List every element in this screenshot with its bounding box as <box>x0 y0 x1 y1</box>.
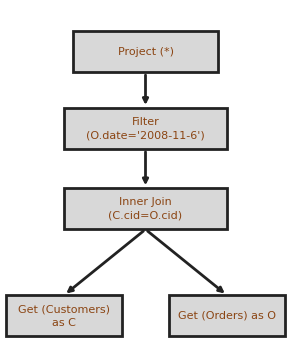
FancyBboxPatch shape <box>73 31 218 72</box>
FancyBboxPatch shape <box>64 108 227 149</box>
FancyBboxPatch shape <box>6 296 122 336</box>
Text: Project (*): Project (*) <box>118 47 173 57</box>
Text: Filter
(O.date='2008-11-6'): Filter (O.date='2008-11-6') <box>86 117 205 140</box>
FancyBboxPatch shape <box>64 188 227 230</box>
FancyBboxPatch shape <box>169 296 285 336</box>
Text: Get (Orders) as O: Get (Orders) as O <box>178 311 276 321</box>
Text: Get (Customers)
as C: Get (Customers) as C <box>18 305 110 327</box>
Text: Inner Join
(C.cid=O.cid): Inner Join (C.cid=O.cid) <box>109 197 182 220</box>
